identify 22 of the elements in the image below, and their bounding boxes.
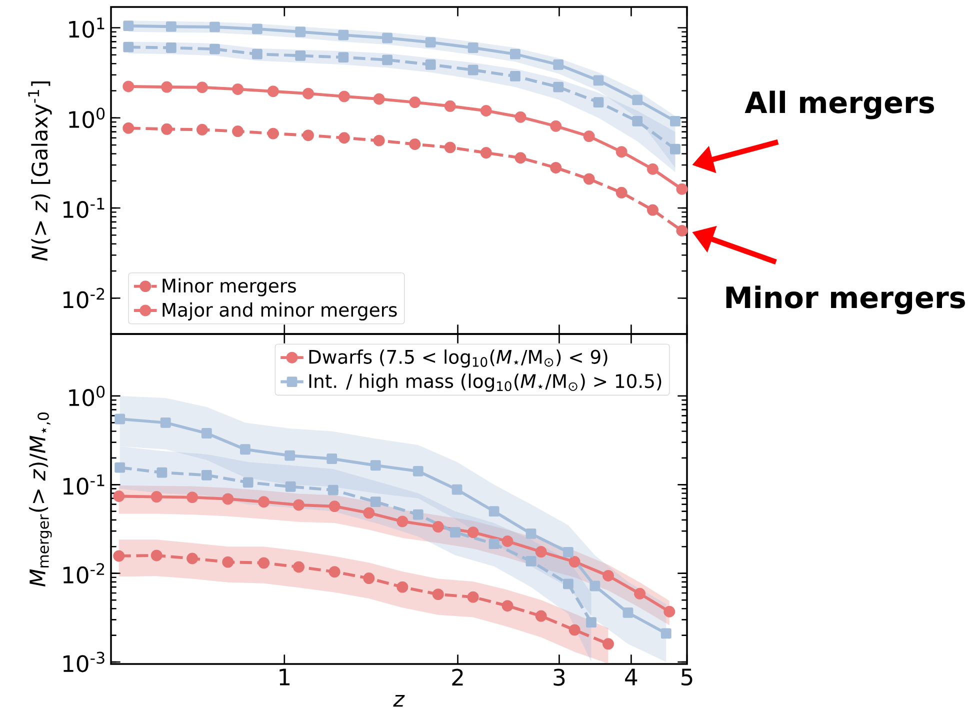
y-tick-label: 10$^{-2}$ bbox=[63, 288, 104, 308]
x-tick-label: 5 bbox=[682, 668, 692, 686]
legend-label: Major and minor mergers bbox=[162, 302, 397, 320]
y-axis-title: M$_{merger}$(> z)/M$_{⋆,0}$ bbox=[29, 412, 52, 587]
y-tick-label: 10$^{-2}$ bbox=[63, 563, 104, 584]
y-tick-label: 10$^{-1}$ bbox=[63, 474, 104, 495]
legend-label: Minor mergers bbox=[162, 278, 296, 296]
x-axis-title: z bbox=[393, 694, 405, 707]
y-tick-label: 10$^{-1}$ bbox=[63, 198, 104, 218]
legend-label: Int. / high mass (log$_{10}$(M$_{⋆}$/M$_{⊙}$) > 10.5) bbox=[309, 374, 662, 392]
y-axis-title: N(> z) [Galaxy$^{-1}$] bbox=[28, 81, 52, 261]
y-tick-label: 10$^{1}$ bbox=[69, 18, 104, 38]
x-tick-label: 3 bbox=[554, 668, 565, 686]
x-tick-label: 2 bbox=[452, 668, 463, 686]
y-tick-label: 10$^{-3}$ bbox=[63, 652, 104, 672]
x-tick-label: 1 bbox=[280, 668, 290, 686]
legend-label: Dwarfs (7.5 < log$_{10}$(M$_{⋆}$/M$_{⊙}$) < 9) bbox=[309, 349, 608, 368]
y-tick-label: 10$^{0}$ bbox=[69, 108, 105, 128]
y-tick-label: 10$^{0}$ bbox=[69, 386, 105, 406]
text: All mergers bbox=[744, 90, 934, 120]
text: Minor mergers bbox=[726, 286, 965, 314]
x-tick-label: 4 bbox=[625, 668, 638, 686]
